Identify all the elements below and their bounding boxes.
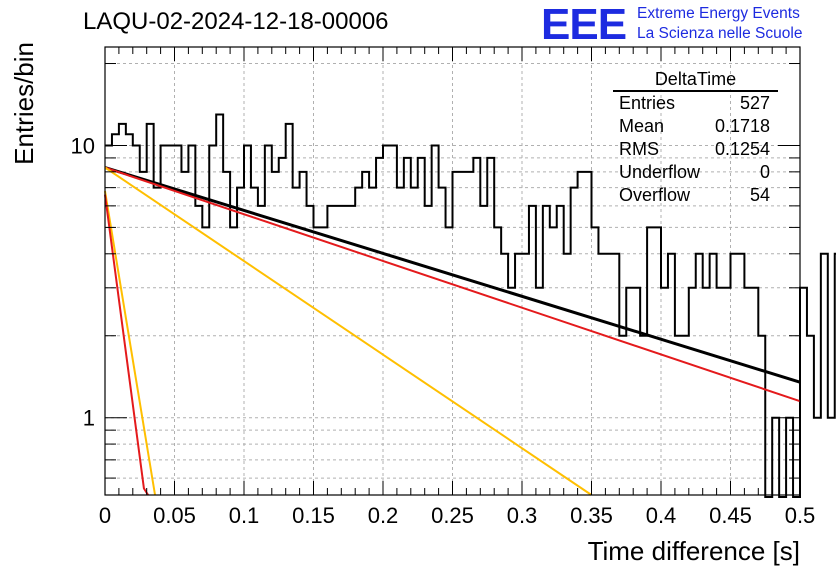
x-tick-label: 0.35 xyxy=(570,503,613,528)
fit-curve-line xyxy=(104,166,801,403)
x-tick-label: 0.5 xyxy=(785,503,816,528)
logo-line-2: La Scienza nelle Scuole xyxy=(637,25,803,42)
stats-label: Entries xyxy=(619,93,676,113)
x-tick-label: 0.2 xyxy=(368,503,399,528)
x-tick-label: 0.05 xyxy=(153,503,196,528)
stats-label: Underflow xyxy=(619,162,701,182)
y-axis-label: Entries/bin xyxy=(9,42,39,165)
x-axis-label: Time difference [s] xyxy=(588,536,800,566)
logo-line-1: Extreme Energy Events xyxy=(637,5,800,22)
stats-row-overflow: Overflow 54 xyxy=(611,184,778,207)
stats-label: Overflow xyxy=(619,185,691,205)
fit-curve-line xyxy=(104,190,157,496)
stats-value: 0 xyxy=(759,162,770,182)
x-tick-label: 0.25 xyxy=(431,503,474,528)
x-tick-label: 0.1 xyxy=(229,503,260,528)
stats-label: RMS xyxy=(619,139,659,159)
stats-row-rms: RMS 0.1254 xyxy=(611,138,778,161)
stats-box: DeltaTime Entries 527 Mean 0.1718 RMS 0.… xyxy=(611,68,778,207)
stats-row-entries: Entries 527 xyxy=(611,92,778,115)
x-tick-label: 0.45 xyxy=(709,503,752,528)
axis-ticks xyxy=(104,47,801,495)
y-tick-label: 1 xyxy=(83,406,95,431)
stats-label: Mean xyxy=(619,116,665,136)
y-tick-label: 10 xyxy=(71,133,95,158)
stats-value: 54 xyxy=(749,185,770,205)
stats-value: 0.1254 xyxy=(714,139,770,159)
x-tick-label: 0.15 xyxy=(292,503,335,528)
eee-logo-caption: Extreme Energy Events La Scienza nelle S… xyxy=(637,4,802,44)
fit-curve-line xyxy=(104,166,801,384)
stats-row-underflow: Underflow 0 xyxy=(611,161,778,184)
x-tick-label: 0.3 xyxy=(507,503,538,528)
run-title: LAQU-02-2024-12-18-00006 xyxy=(83,8,389,35)
eee-logo: EEE xyxy=(541,0,627,49)
stats-title: DeltaTime xyxy=(613,68,778,92)
histogram xyxy=(105,113,836,498)
x-tick-label: 0 xyxy=(99,503,111,528)
stats-value: 527 xyxy=(739,93,770,113)
stats-value: 0.1718 xyxy=(714,116,770,136)
tick-labels: 0 0.05 0.1 0.15 0.2 0.25 0.3 0.35 0.4 0.45 0.5 1 10 xyxy=(71,133,816,528)
x-tick-label: 0.4 xyxy=(646,503,677,528)
stats-row-mean: Mean 0.1718 xyxy=(611,115,778,138)
fit-curve-line xyxy=(104,166,593,496)
fit-curve-line xyxy=(104,194,149,496)
histogram-outline xyxy=(105,113,836,498)
